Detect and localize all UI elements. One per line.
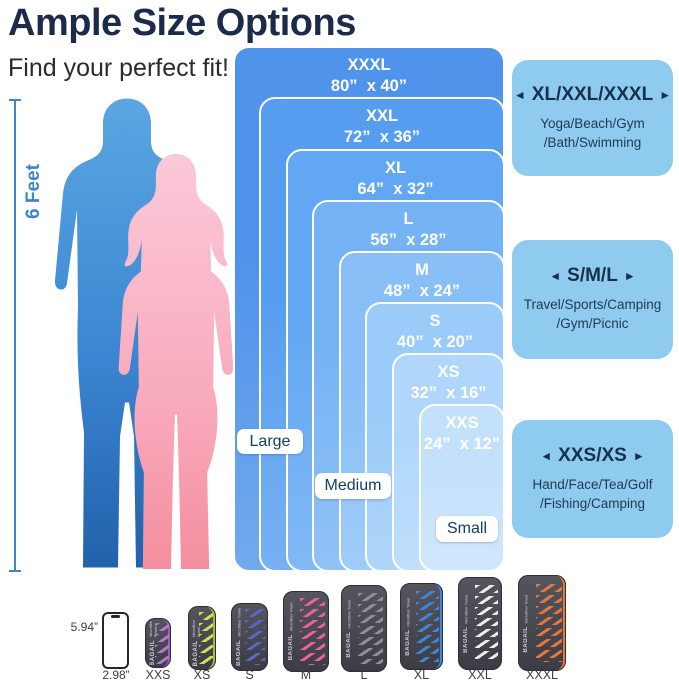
size-name: XS bbox=[437, 363, 460, 381]
size-name: XL bbox=[384, 159, 407, 177]
size-dims: 24” x 12” bbox=[423, 434, 501, 453]
towel-pouch-xl: BAGAIL Microfiber Towel bbox=[400, 583, 443, 670]
towel-pouch-m: BAGAIL Microfiber Towel bbox=[283, 591, 329, 672]
ruler-top-cap bbox=[9, 99, 21, 101]
panel-sizes: XXS/XS bbox=[558, 444, 627, 466]
size-rect-xxs: XXS 24” x 12” bbox=[419, 404, 505, 572]
left-arrow-icon: ◄ bbox=[540, 448, 553, 463]
size-dims: 56” x 28” bbox=[370, 230, 447, 249]
pouch-size-label: XXS bbox=[145, 668, 171, 682]
stripe-pattern bbox=[536, 583, 562, 663]
pouch-size-label: S bbox=[245, 668, 254, 682]
panel-title: ◄ XXS/XS ► bbox=[540, 445, 644, 467]
towel-pouch-s: BAGAIL Microfiber Towel bbox=[231, 603, 268, 671]
phone-outline bbox=[102, 612, 129, 669]
use-case-panel-small: ◄ XXS/XS ► Hand/Face/Tea/Golf/Fishing/Ca… bbox=[512, 420, 673, 538]
size-dims: 80” x 40” bbox=[330, 76, 408, 95]
panel-title: ◄ S/M/L ► bbox=[549, 265, 635, 287]
right-arrow-icon: ► bbox=[632, 448, 645, 463]
size-name: M bbox=[415, 261, 429, 279]
group-pill-medium: Medium bbox=[315, 473, 391, 499]
towel-pouch-xxl: BAGAIL Microfiber Towel bbox=[458, 577, 502, 670]
page-title: Ample Size Options bbox=[8, 2, 356, 44]
panel-title: ◄ XL/XXL/XXXL ► bbox=[514, 84, 671, 106]
stripe-pattern bbox=[198, 611, 214, 665]
pouch-size-label: M bbox=[300, 668, 312, 682]
stripe-pattern bbox=[358, 592, 383, 665]
size-dims: 48” x 24” bbox=[383, 281, 461, 300]
phone-notch bbox=[111, 615, 120, 618]
size-name: XXL bbox=[365, 107, 399, 125]
size-name: XXS bbox=[445, 414, 479, 432]
towel-pouch-l: BAGAIL Microfiber Towel bbox=[341, 585, 387, 672]
stripe-pattern bbox=[416, 590, 440, 663]
height-ruler-line bbox=[14, 100, 16, 572]
pouch-size-label: XS bbox=[193, 668, 211, 682]
right-arrow-icon: ► bbox=[623, 269, 636, 284]
size-name: L bbox=[403, 210, 414, 228]
group-pill-small: Small bbox=[436, 516, 498, 542]
size-dims: 72” x 36” bbox=[343, 127, 421, 146]
panel-uses: Yoga/Beach/Gym/Bath/Swimming bbox=[540, 115, 645, 150]
height-label: 6 Feet bbox=[23, 164, 44, 220]
towel-pouch-xxxl: BAGAIL Microfiber Towel bbox=[518, 575, 566, 671]
size-dims: 64” x 32” bbox=[357, 179, 434, 198]
stripe-pattern bbox=[245, 609, 265, 665]
panel-sizes: XL/XXL/XXXL bbox=[531, 83, 654, 105]
woman-silhouette bbox=[118, 154, 234, 569]
pouch-size-label: XL bbox=[413, 668, 430, 682]
phone-width-label: 2.98” bbox=[102, 668, 130, 682]
use-case-panel-large: ◄ XL/XXL/XXXL ► Yoga/Beach/Gym/Bath/Swim… bbox=[512, 60, 673, 176]
left-arrow-icon: ◄ bbox=[549, 269, 562, 284]
pouch-size-label: XXL bbox=[468, 668, 492, 682]
size-dims: 40” x 20” bbox=[396, 332, 474, 351]
panel-uses: Hand/Face/Tea/Golf/Fishing/Camping bbox=[532, 476, 653, 511]
stripe-pattern bbox=[300, 598, 325, 665]
right-arrow-icon: ► bbox=[659, 87, 672, 102]
pouch-size-label: L bbox=[360, 668, 368, 682]
size-dims: 32” x 16” bbox=[410, 383, 487, 402]
phone-height-label: 5.94” bbox=[70, 620, 98, 634]
stripe-pattern bbox=[474, 585, 499, 662]
panel-sizes: S/M/L bbox=[567, 265, 618, 287]
size-name: XXXL bbox=[347, 56, 391, 74]
pouch-size-label: XXXL bbox=[526, 668, 558, 682]
stripe-pattern bbox=[154, 622, 169, 664]
panel-uses: Travel/Sports/Camping/Gym/Picnic bbox=[523, 297, 662, 331]
page-subtitle: Find your perfect fit! bbox=[8, 54, 229, 82]
group-pill-large: Large bbox=[237, 429, 303, 454]
use-case-panel-medium: ◄ S/M/L ► Travel/Sports/Camping/Gym/Picn… bbox=[512, 240, 673, 359]
ruler-bottom-cap bbox=[9, 570, 21, 572]
size-name: S bbox=[429, 312, 441, 330]
left-arrow-icon: ◄ bbox=[513, 87, 526, 102]
